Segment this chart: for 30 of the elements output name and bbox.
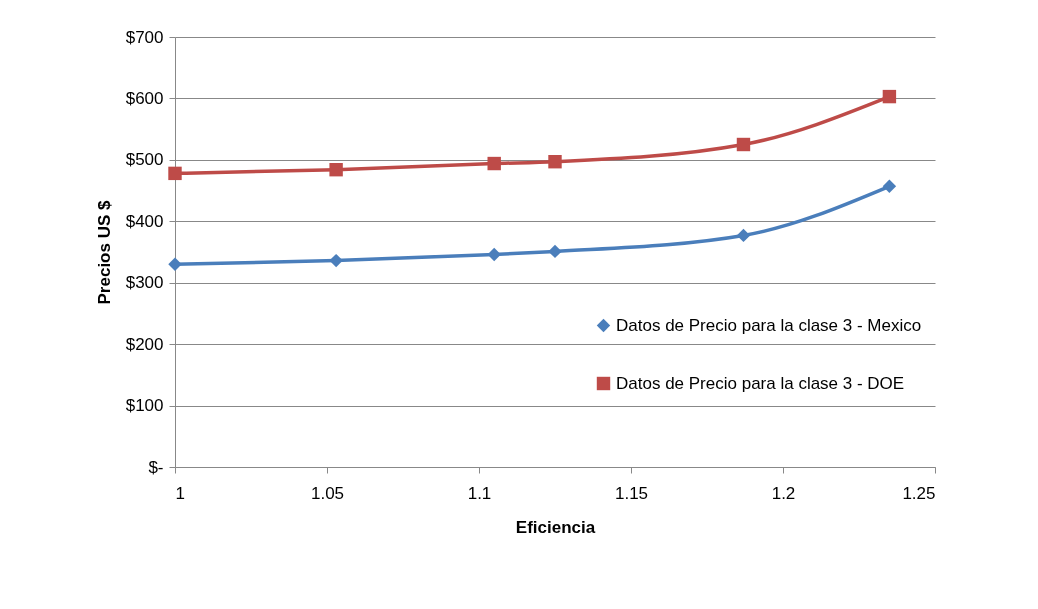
legend-label: Datos de Precio para la clase 3 - DOE bbox=[616, 373, 905, 393]
point bbox=[736, 137, 751, 152]
point bbox=[736, 228, 751, 243]
point bbox=[168, 166, 182, 181]
point bbox=[329, 162, 343, 177]
y-tick-label: $200 bbox=[125, 334, 164, 354]
y-tick-label: $100 bbox=[125, 396, 164, 416]
x-tick-label: 1.1 bbox=[467, 483, 492, 503]
y-tick-label: $400 bbox=[125, 211, 164, 231]
x-tick-label: 1.15 bbox=[614, 483, 649, 503]
y-tick-label: $- bbox=[148, 457, 164, 477]
point bbox=[329, 253, 343, 268]
point bbox=[548, 154, 562, 169]
x-tick-label: 1.25 bbox=[902, 483, 936, 503]
y-tick-label: $700 bbox=[125, 27, 164, 47]
y-tick-label: $500 bbox=[125, 150, 164, 170]
point bbox=[548, 244, 562, 259]
x-tick-label: 1.2 bbox=[771, 483, 796, 503]
x-tick-label: 1 bbox=[175, 483, 185, 503]
y-tick-label: $600 bbox=[125, 88, 164, 108]
point bbox=[487, 156, 501, 171]
x-tick-label: 1.05 bbox=[310, 483, 345, 503]
point bbox=[882, 89, 897, 104]
y-tick-label: $300 bbox=[125, 273, 164, 293]
point bbox=[882, 179, 897, 193]
point bbox=[168, 257, 182, 271]
y-axis-title: Precios US $ bbox=[94, 199, 114, 305]
legend-label: Datos de Precio para la clase 3 - Mexico bbox=[616, 315, 922, 335]
x-axis-title: Eficiencia bbox=[515, 517, 596, 537]
point bbox=[487, 247, 501, 262]
